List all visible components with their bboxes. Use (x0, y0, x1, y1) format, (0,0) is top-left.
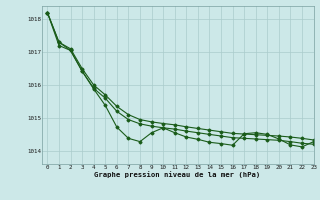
X-axis label: Graphe pression niveau de la mer (hPa): Graphe pression niveau de la mer (hPa) (94, 171, 261, 178)
